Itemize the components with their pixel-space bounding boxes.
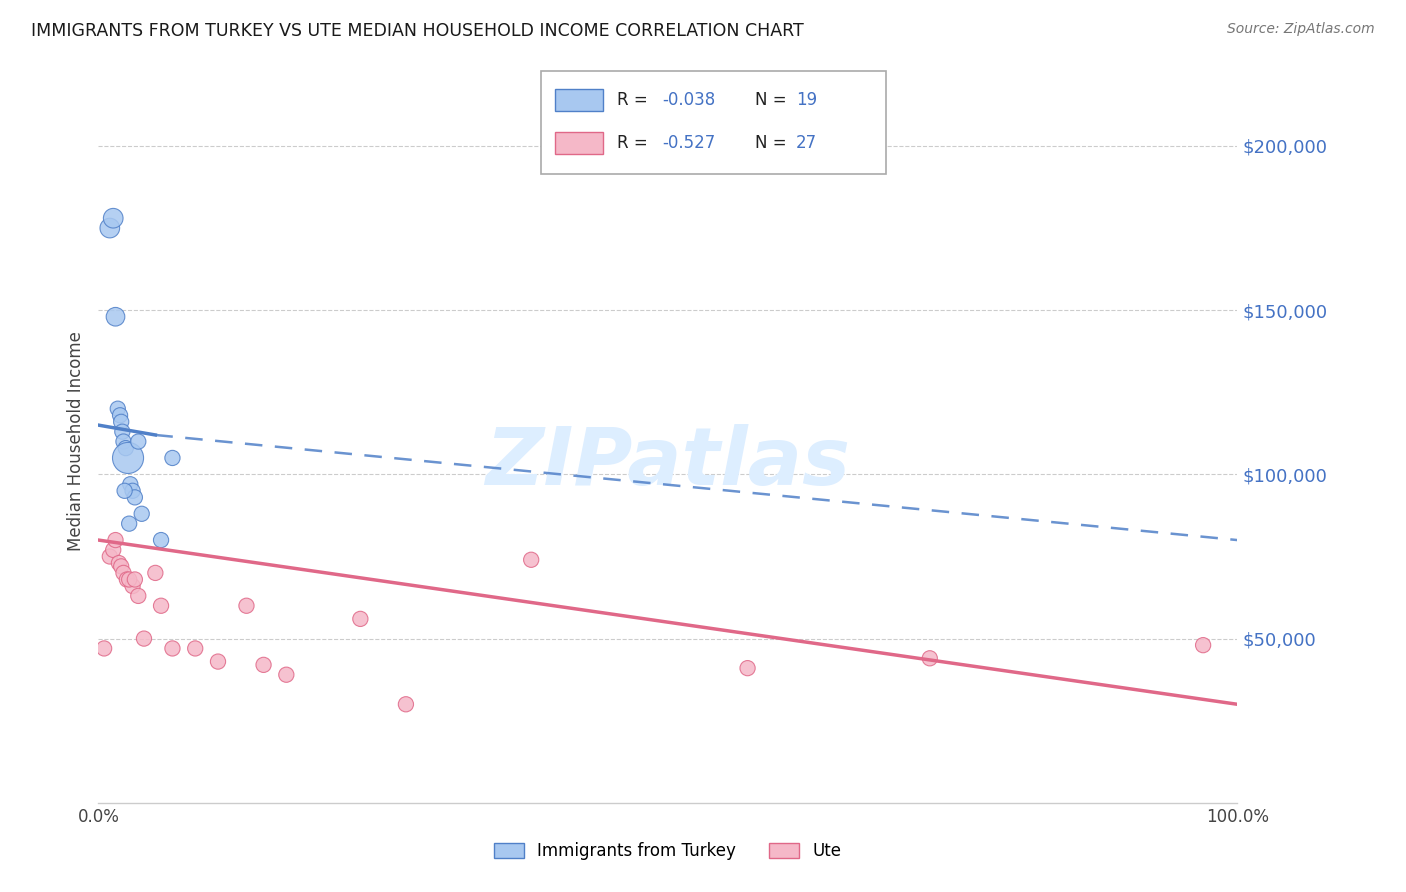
Point [131, 507, 153, 521]
Text: 27: 27 [796, 134, 817, 153]
Point [395, 698, 418, 712]
Text: IMMIGRANTS FROM TURKEY VS UTE MEDIAN HOUSEHOLD INCOME CORRELATION CHART: IMMIGRANTS FROM TURKEY VS UTE MEDIAN HOU… [31, 22, 804, 40]
Point [93, 641, 115, 656]
Text: 19: 19 [796, 91, 817, 109]
Point [124, 491, 146, 505]
Point [150, 533, 173, 547]
Text: ZIPatlas: ZIPatlas [485, 425, 851, 502]
Point [918, 651, 941, 665]
Point [520, 553, 543, 567]
Point [108, 556, 131, 570]
Point [145, 566, 167, 580]
Text: -0.038: -0.038 [662, 91, 716, 109]
Legend: Immigrants from Turkey, Ute: Immigrants from Turkey, Ute [488, 836, 848, 867]
FancyBboxPatch shape [555, 132, 603, 154]
Point [107, 401, 129, 416]
Point [112, 434, 135, 449]
Point [1192, 638, 1215, 652]
Text: N =: N = [755, 91, 792, 109]
FancyBboxPatch shape [555, 89, 603, 112]
Point [349, 612, 371, 626]
Text: R =: R = [617, 91, 654, 109]
Point [207, 655, 229, 669]
Point [276, 667, 298, 681]
Point [98, 549, 121, 564]
Point [112, 566, 135, 580]
Point [104, 310, 127, 324]
Point [117, 450, 139, 465]
Point [737, 661, 759, 675]
Point [110, 415, 132, 429]
Point [121, 483, 143, 498]
Point [127, 434, 149, 449]
Point [121, 579, 143, 593]
Point [150, 599, 173, 613]
FancyBboxPatch shape [541, 71, 886, 174]
Point [162, 641, 184, 656]
Point [162, 450, 184, 465]
Point [110, 559, 132, 574]
Point [114, 441, 136, 455]
Text: N =: N = [755, 134, 792, 153]
Text: Source: ZipAtlas.com: Source: ZipAtlas.com [1227, 22, 1375, 37]
Point [252, 657, 274, 672]
Point [118, 573, 141, 587]
Point [118, 516, 141, 531]
Point [111, 425, 134, 439]
Point [124, 573, 146, 587]
Point [184, 641, 207, 656]
Point [235, 599, 257, 613]
Point [98, 221, 121, 235]
Text: R =: R = [617, 134, 654, 153]
Point [115, 573, 138, 587]
Point [132, 632, 155, 646]
Point [103, 542, 125, 557]
Point [127, 589, 149, 603]
Y-axis label: Median Household Income: Median Household Income [66, 332, 84, 551]
Point [120, 477, 142, 491]
Point [104, 533, 127, 547]
Point [108, 409, 131, 423]
Point [114, 483, 136, 498]
Point [103, 211, 125, 226]
Text: -0.527: -0.527 [662, 134, 716, 153]
